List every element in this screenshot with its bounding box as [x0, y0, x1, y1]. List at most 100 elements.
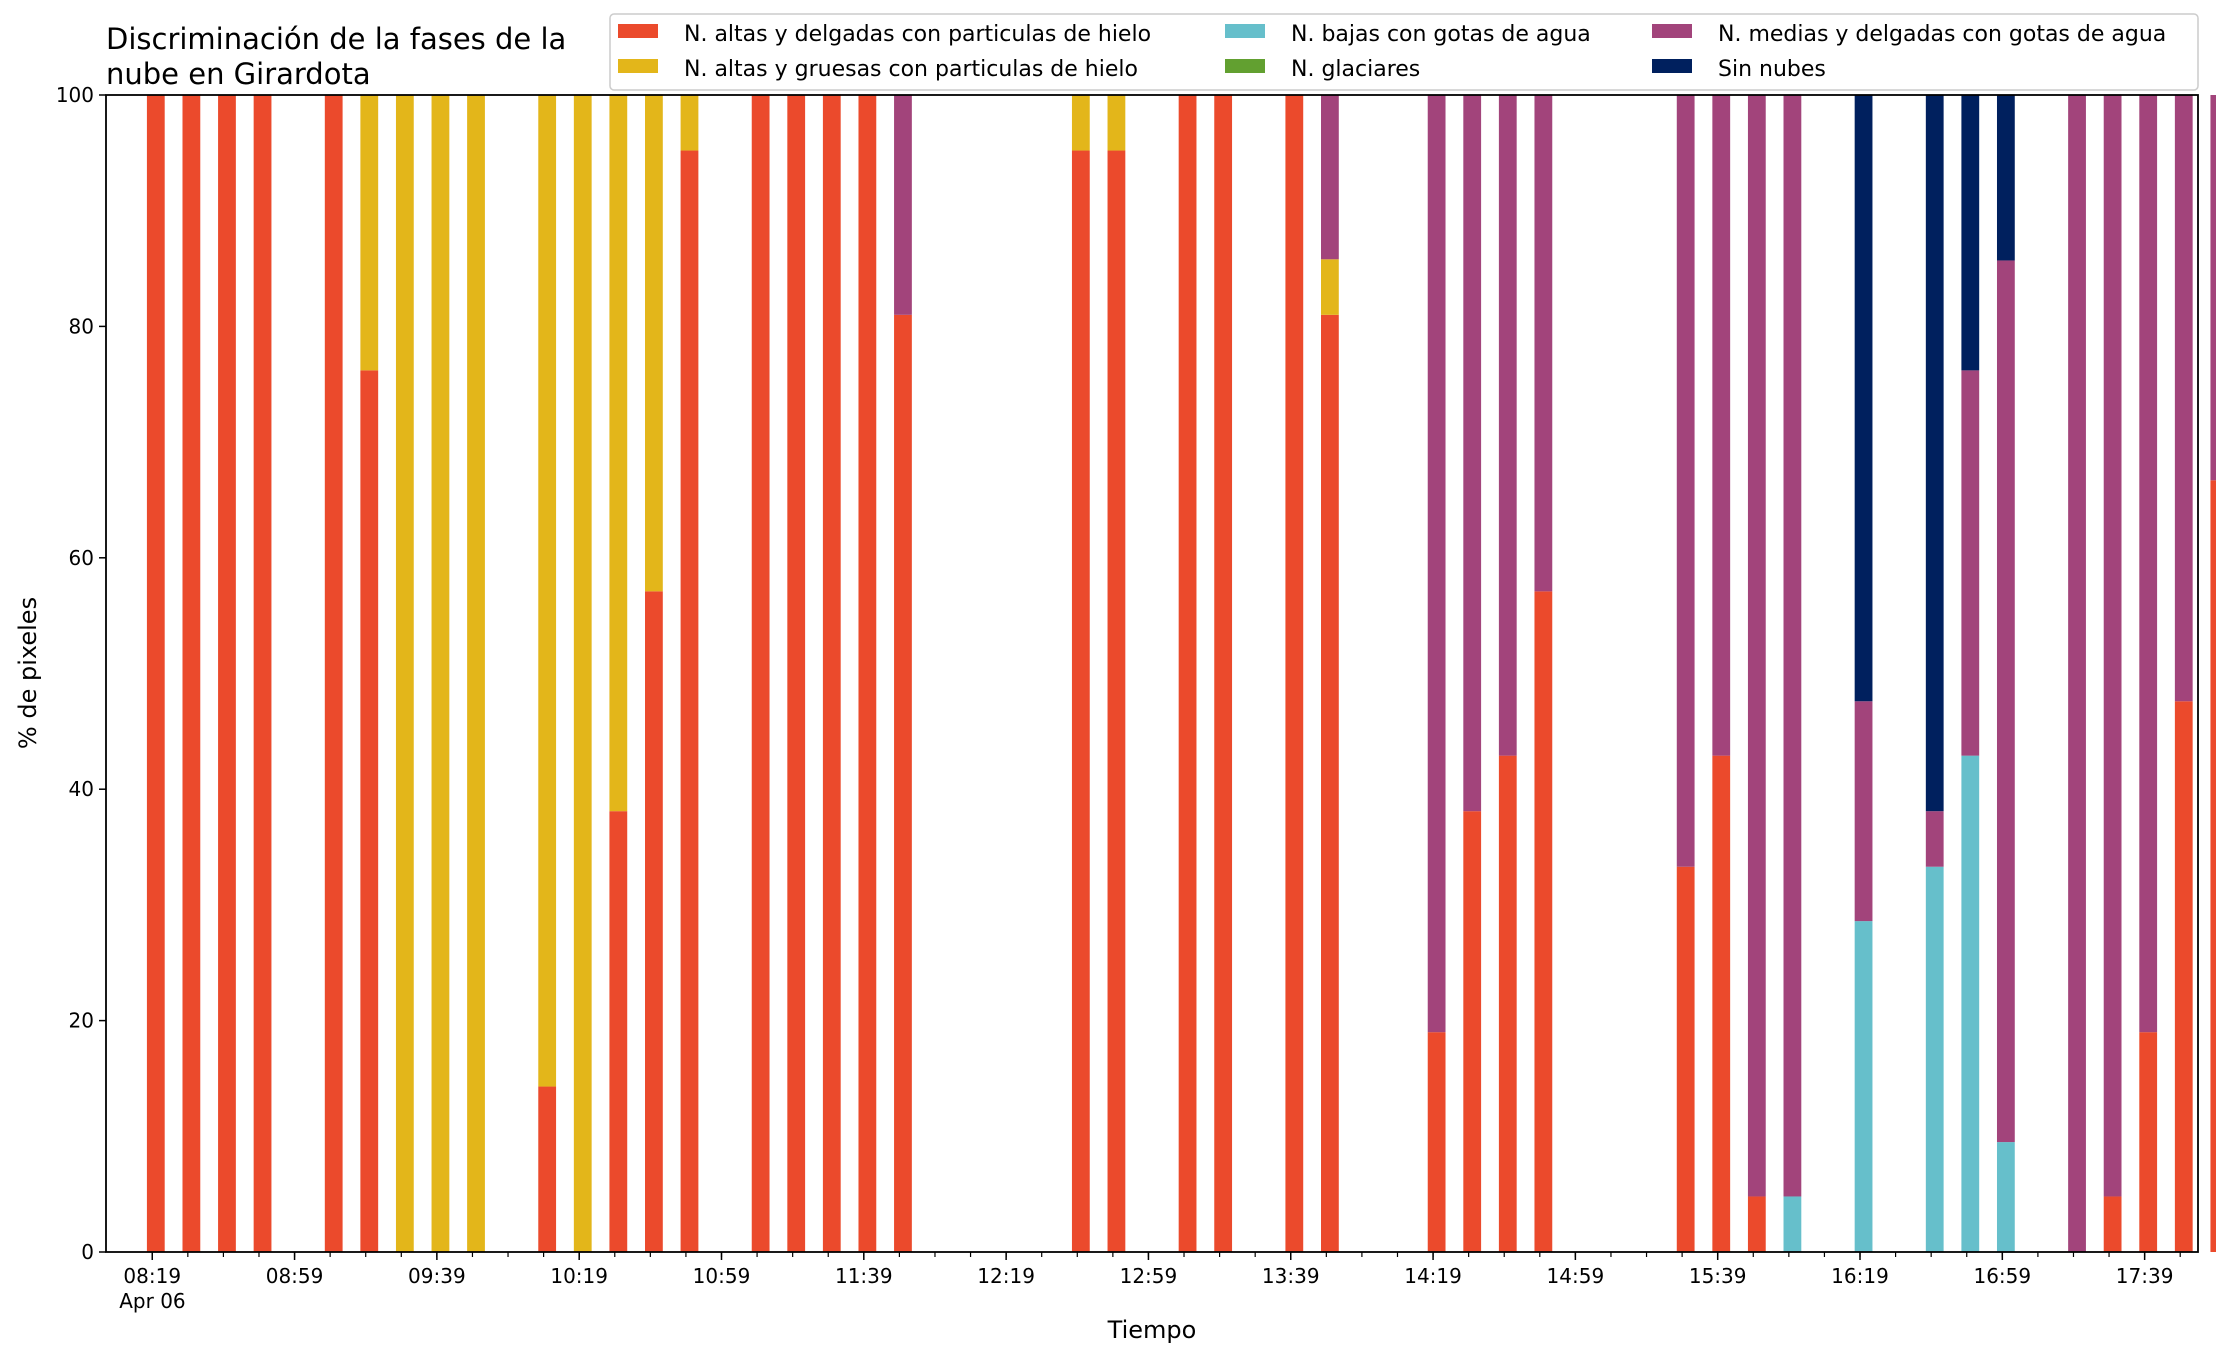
legend-swatch-series-5	[1652, 24, 1692, 38]
bar-segment-6-series-2	[360, 95, 379, 371]
x-tick-label-10: 14:19	[1404, 1264, 1462, 1288]
bar-segment-26-series-5	[1427, 95, 1446, 1033]
bar-segment-12-series-2	[609, 95, 628, 812]
y-tick-label-5: 80	[69, 314, 94, 338]
bar-segment-11-series-2	[573, 95, 592, 1252]
bar-segment-9-series-2	[467, 95, 485, 1252]
bar-segment-40-series-5	[2139, 95, 2158, 1033]
bar-segment-36-series-5	[1961, 370, 1980, 756]
legend-label-series-5: N. medias y delgadas con gotas de agua	[1718, 22, 2166, 47]
bar-segment-31-series-5	[1712, 95, 1731, 756]
bar-segment-34-series-5	[1854, 701, 1873, 922]
legend-label-series-1: N. altas y delgadas con particulas de hi…	[684, 22, 1151, 47]
bar-segment-29-series-5	[1534, 95, 1553, 592]
x-tick-label-3: 09:39	[408, 1264, 466, 1288]
legend-label-series-3: N. bajas con gotas de agua	[1291, 22, 1591, 47]
bar-segment-27-series-1	[1463, 811, 1482, 1252]
bar-segment-32-series-1	[1747, 1196, 1766, 1252]
bar-segment-24-series-1	[1285, 95, 1304, 1252]
bars-layer	[146, 95, 2216, 1253]
legend-label-series-6: Sin nubes	[1718, 57, 1826, 82]
legend-swatch-series-2	[618, 59, 658, 73]
chart-title-line-1: Discriminación de la fases de la	[106, 22, 566, 56]
bar-segment-13-series-1	[645, 591, 663, 1252]
y-tick-label-6: 100	[56, 83, 94, 107]
chart-title-line-2: nube en Girardota	[106, 57, 371, 91]
legend-label-series-4: N. glaciares	[1291, 57, 1420, 82]
bar-segment-3-series-1	[218, 95, 236, 1252]
y-tick-label-2: 20	[69, 1009, 94, 1033]
legend-swatch-series-3	[1225, 24, 1265, 38]
bar-segment-1-series-1	[146, 95, 165, 1252]
bar-segment-23-series-1	[1214, 95, 1233, 1252]
bar-segment-4-series-1	[253, 95, 272, 1252]
bar-segment-41-series-5	[2174, 95, 2193, 702]
bar-segment-25-series-1	[1321, 314, 1339, 1253]
bar-segment-30-series-1	[1676, 866, 1695, 1252]
legend-swatch-series-6	[1652, 59, 1692, 73]
x-tick-label-4: 10:19	[550, 1264, 608, 1288]
bar-segment-37-series-5	[1996, 260, 2015, 1143]
bar-segment-38-series-5	[2068, 95, 2086, 1252]
bar-segment-13-series-2	[645, 95, 663, 592]
bar-segment-27-series-5	[1463, 95, 1482, 812]
legend-frame	[609, 13, 2199, 91]
bar-segment-34-series-6	[1854, 95, 1873, 702]
bar-segment-25-series-5	[1321, 95, 1339, 260]
bar-segment-33-series-5	[1783, 95, 1802, 1197]
bar-segment-19-series-1	[894, 314, 912, 1253]
x-tick-label-1: 08:19	[123, 1264, 181, 1288]
x-tick-label-7: 12:19	[977, 1264, 1035, 1288]
bar-segment-28-series-1	[1498, 755, 1517, 1252]
bar-segment-32-series-5	[1747, 95, 1766, 1197]
bar-segment-39-series-5	[2103, 95, 2122, 1197]
y-tick-label-1: 0	[81, 1240, 94, 1264]
bar-segment-19-series-5	[894, 95, 912, 315]
x-tick-label-2: 08:59	[266, 1264, 324, 1288]
bar-segment-40-series-1	[2139, 1032, 2158, 1252]
bar-segment-22-series-1	[1178, 95, 1197, 1252]
y-axis-label: % de pixeles	[14, 597, 42, 749]
bar-segment-16-series-1	[787, 95, 806, 1252]
bar-segment-21-series-2	[1107, 95, 1126, 151]
bar-segment-34-series-3	[1854, 921, 1873, 1252]
bar-segment-26-series-1	[1427, 1032, 1446, 1252]
x-axis-label: Tiempo	[1107, 1316, 1197, 1344]
legend-swatch-series-1	[618, 24, 658, 38]
bar-segment-10-series-2	[538, 95, 557, 1087]
x-tick-label-9: 13:39	[1262, 1264, 1320, 1288]
x-tick-label-13: 16:19	[1831, 1264, 1889, 1288]
x-tick-label-8: 12:59	[1120, 1264, 1178, 1288]
bar-segment-18-series-1	[858, 95, 877, 1252]
bar-segment-6-series-1	[360, 370, 379, 1252]
x-tick-label-6: 11:39	[835, 1264, 893, 1288]
bar-segment-29-series-1	[1534, 591, 1553, 1252]
bar-segment-12-series-1	[609, 811, 628, 1252]
bar-segment-15-series-1	[751, 95, 770, 1252]
bar-segment-8-series-2	[431, 95, 450, 1252]
bar-segment-7-series-2	[395, 95, 414, 1252]
bar-segment-5-series-1	[324, 95, 343, 1252]
bar-segment-42-series-1	[2210, 480, 2216, 1252]
bar-segment-35-series-5	[1925, 811, 1944, 867]
legend: N. altas y delgadas con particulas de hi…	[609, 13, 2199, 91]
x-tick-label-5: 10:59	[693, 1264, 751, 1288]
bar-segment-37-series-6	[1996, 95, 2015, 261]
bar-segment-17-series-1	[822, 95, 841, 1252]
x-tick-label-12: 15:39	[1689, 1264, 1747, 1288]
bar-segment-25-series-2	[1321, 259, 1339, 315]
bar-segment-41-series-1	[2174, 701, 2193, 1252]
x-tick-label-14: 16:59	[1973, 1264, 2031, 1288]
legend-label-series-2: N. altas y gruesas con particulas de hie…	[684, 57, 1138, 82]
bar-segment-36-series-6	[1961, 95, 1980, 371]
bar-segment-36-series-3	[1961, 755, 1980, 1252]
bar-segment-20-series-2	[1071, 95, 1090, 151]
bar-segment-10-series-1	[538, 1086, 557, 1252]
bar-segment-37-series-3	[1996, 1142, 2015, 1252]
bar-segment-42-series-5	[2210, 95, 2216, 481]
y-tick-label-4: 60	[69, 546, 94, 570]
bar-segment-20-series-1	[1071, 150, 1090, 1252]
bar-segment-30-series-5	[1676, 95, 1695, 867]
